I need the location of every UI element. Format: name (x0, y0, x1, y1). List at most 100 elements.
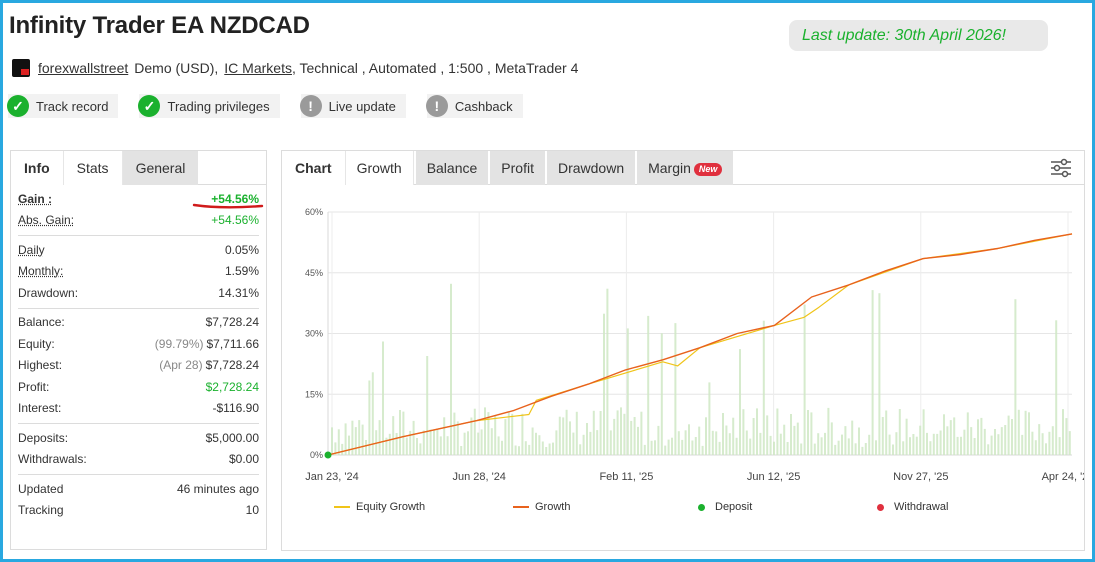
stat-label: Deposits: (18, 430, 69, 445)
new-badge: New (693, 163, 723, 176)
stat-value-wrap: (99.79%) $7,711.66 (155, 337, 259, 351)
tab-stats[interactable]: Stats (62, 151, 123, 185)
x-tick-label: Jun 12, '25 (747, 471, 800, 483)
badge-trading-privileges[interactable]: ✓ Trading privileges (138, 94, 280, 118)
stat-label[interactable]: Abs. Gain: (18, 213, 75, 228)
chart-panel-tabs: Chart Growth Balance Profit Drawdown Mar… (282, 151, 1084, 185)
badge-live-update[interactable]: ! Live update (299, 94, 406, 118)
tab-drawdown[interactable]: Drawdown (546, 151, 636, 185)
tab-margin[interactable]: Margin New (637, 151, 734, 185)
activity-bar (660, 333, 663, 455)
activity-bar (514, 445, 517, 455)
badge-cashback[interactable]: ! Cashback (425, 94, 523, 118)
activity-bar (688, 424, 690, 455)
activity-bar (637, 426, 639, 455)
activity-bar (735, 437, 738, 455)
activity-bar (973, 438, 976, 455)
stat-label: Updated (18, 481, 64, 496)
activity-bar (603, 313, 605, 455)
legend-deposit[interactable]: Deposit (698, 501, 752, 513)
activity-bar (596, 430, 599, 455)
activity-bar (912, 434, 915, 455)
stat-label[interactable]: Daily (18, 242, 45, 257)
chart-series (324, 233, 1073, 459)
activity-bar (582, 434, 585, 455)
activity-bar (677, 431, 680, 455)
tab-balance[interactable]: Balance (415, 151, 489, 185)
badge-track-record[interactable]: ✓ Track record (7, 94, 119, 118)
activity-bar (990, 435, 993, 455)
activity-bar (507, 412, 510, 455)
chart-settings-icon[interactable] (1050, 157, 1072, 179)
stat-value: $7,728.24 (205, 358, 259, 373)
tab-general[interactable]: General (122, 151, 199, 185)
legend-equity-growth[interactable]: Equity Growth (334, 501, 425, 513)
activity-bar (552, 442, 554, 455)
activity-bar (467, 431, 469, 455)
activity-bar (1000, 427, 1003, 455)
activity-bar (943, 414, 945, 455)
y-tick-label: 15% (305, 389, 323, 399)
activity-bar (1051, 426, 1054, 455)
tab-growth[interactable]: Growth (344, 151, 414, 185)
meta-details: , Technical , Automated , 1:500 , MetaTr… (291, 60, 579, 76)
activity-bar (616, 410, 619, 455)
activity-bar (630, 420, 633, 455)
stats-group-funds: Deposits: $5,000.00 Withdrawals: $0.00 (18, 424, 259, 475)
activity-bar (409, 430, 412, 455)
activity-bar (722, 413, 724, 455)
activity-bar (728, 433, 731, 455)
exclamation-icon: ! (299, 95, 322, 117)
activity-bar (480, 429, 483, 455)
stat-value: 46 minutes ago (176, 481, 259, 496)
activity-bar (783, 424, 786, 455)
legend-swatch (877, 503, 884, 511)
activity-bar (983, 428, 986, 455)
broker-link[interactable]: IC Markets (224, 60, 292, 76)
activity-bar (953, 417, 956, 455)
activity-bar (392, 416, 395, 455)
stat-value: +54.56% (211, 213, 259, 228)
activity-bar (419, 443, 422, 455)
author-avatar[interactable] (12, 59, 30, 77)
tab-profit[interactable]: Profit (490, 151, 545, 185)
activity-bar (922, 409, 925, 455)
activity-bar (718, 441, 721, 455)
author-link[interactable]: forexwallstreet (38, 60, 129, 76)
tab-chart[interactable]: Chart (282, 151, 345, 185)
stat-label[interactable]: Monthly: (18, 264, 64, 279)
stat-label[interactable]: Gain : (18, 191, 53, 206)
activity-bar (701, 445, 704, 455)
legend-growth[interactable]: Growth (513, 501, 570, 513)
activity-bar (592, 410, 595, 455)
activity-bar (905, 418, 908, 455)
check-icon: ✓ (138, 95, 161, 117)
activity-bar (776, 408, 779, 455)
activity-bar (416, 438, 418, 455)
activity-bar (565, 409, 568, 455)
activity-bar (490, 428, 493, 455)
activity-bar (871, 290, 874, 455)
activity-bar (711, 430, 714, 455)
activity-bar (382, 341, 384, 455)
activity-bar (885, 410, 888, 455)
activity-bar (426, 356, 429, 455)
activity-bar (351, 420, 354, 455)
activity-bar (932, 433, 935, 455)
activity-bar (531, 427, 534, 455)
activity-bar (524, 441, 527, 455)
growth-chart: 0% 15% 30% 45% 60% Jan 23, '24 Jun 28, '24 Feb… (305, 207, 1084, 483)
activity-bar (650, 440, 653, 455)
stat-label: Highest: (18, 358, 63, 373)
activity-bar (834, 444, 837, 455)
activity-bar (847, 438, 850, 455)
activity-bar (1045, 443, 1047, 455)
activity-bar (643, 444, 646, 455)
legend-swatch (513, 506, 529, 508)
check-icon: ✓ (7, 95, 29, 117)
tab-info[interactable]: Info (11, 151, 63, 185)
stat-row-drawdown: Drawdown: 14.31% (18, 282, 259, 304)
activity-bar (749, 438, 752, 455)
activity-bar (732, 417, 735, 455)
legend-withdrawal[interactable]: Withdrawal (877, 501, 948, 513)
